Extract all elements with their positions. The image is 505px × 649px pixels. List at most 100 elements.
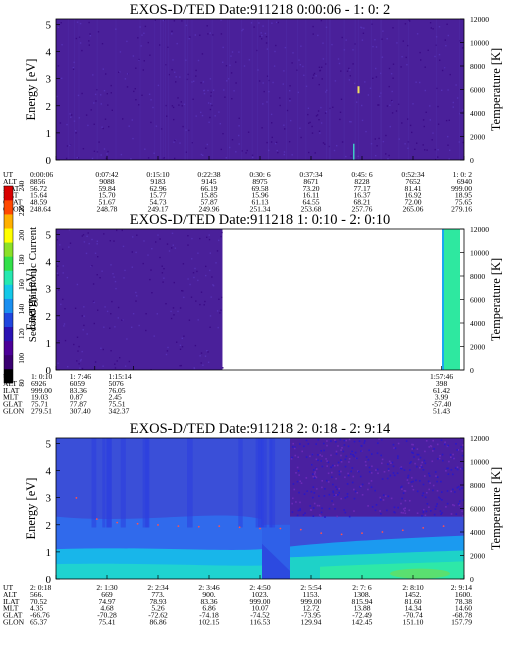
speckle — [348, 67, 350, 70]
y-tick-label-left: 3 — [46, 493, 52, 505]
colorbar-swatch — [4, 228, 13, 243]
table-cell: 83.36 — [200, 597, 217, 606]
speckle — [435, 44, 437, 46]
row-label: MLT — [3, 604, 19, 613]
speckle — [304, 512, 306, 514]
speckle — [410, 481, 413, 483]
speckle — [347, 474, 350, 477]
speckle — [58, 340, 60, 342]
speckle — [113, 276, 115, 278]
y-tick-label-left: 3 — [46, 74, 52, 86]
speckle — [136, 295, 138, 297]
speckle — [166, 115, 168, 117]
speckle — [241, 29, 243, 32]
speckle — [58, 289, 60, 291]
speckle — [375, 504, 378, 506]
y-tick-label-right: 6000 — [470, 296, 485, 305]
y-tick-label-left: 0 — [46, 574, 52, 586]
speckle — [180, 101, 182, 103]
speckle — [72, 68, 75, 70]
speckle — [93, 301, 95, 304]
speckle — [297, 509, 300, 512]
y-axis-label-right: Temperature [K] — [489, 48, 503, 131]
speckle — [138, 104, 140, 106]
speckle — [397, 103, 400, 105]
speckle — [70, 116, 72, 118]
table-cell: 4.35 — [30, 604, 43, 613]
table-cell: 14.60 — [455, 604, 472, 613]
speckle — [401, 497, 403, 500]
speckle — [444, 39, 446, 41]
speckle — [238, 125, 240, 127]
y-tick-label-right: 8000 — [470, 481, 485, 490]
speckle — [444, 67, 446, 69]
colorbar-swatch — [4, 340, 13, 356]
speckle — [454, 491, 456, 493]
speckle — [163, 157, 166, 159]
speckle — [76, 360, 78, 362]
table-cell: 251.34 — [250, 205, 271, 214]
table-cell: -74.52 — [250, 611, 270, 620]
striation — [380, 19, 382, 160]
speckle — [66, 276, 69, 279]
speckle — [147, 41, 149, 44]
colorbar-swatch — [4, 214, 13, 229]
speckle — [106, 153, 108, 155]
speckle — [212, 34, 214, 36]
speckle — [446, 467, 448, 470]
speckle — [350, 155, 352, 157]
speckle — [382, 30, 384, 32]
table-cell: 773. — [151, 590, 164, 599]
speckle — [424, 89, 426, 92]
speckle — [339, 438, 342, 441]
speckle — [151, 248, 153, 250]
speckle — [131, 251, 133, 253]
speckle — [325, 63, 327, 65]
speckle — [220, 309, 222, 311]
table-cell: 999.00 — [250, 597, 271, 606]
speckle — [176, 341, 178, 343]
speckle — [328, 493, 331, 496]
temperature-point — [157, 524, 159, 526]
speckle — [372, 45, 374, 48]
speckle — [312, 33, 314, 35]
table-cell: 1:15:14 — [109, 372, 132, 381]
speckle — [416, 465, 418, 468]
speckle — [334, 80, 337, 82]
speckle — [208, 234, 210, 236]
speckle — [414, 462, 416, 465]
speckle — [386, 38, 388, 40]
spectrogram-background — [56, 229, 223, 370]
speckle — [85, 114, 88, 116]
speckle — [312, 496, 314, 499]
speckle — [370, 480, 373, 482]
speckle — [126, 40, 128, 43]
row-label: ALT — [3, 590, 17, 599]
speckle — [339, 118, 341, 121]
speckle — [71, 114, 73, 116]
speckle — [132, 236, 134, 238]
speckle — [351, 450, 353, 453]
speckle — [352, 454, 354, 456]
speckle — [288, 141, 291, 143]
speckle — [120, 153, 123, 156]
speckle — [438, 26, 441, 28]
speckle — [206, 25, 208, 27]
speckle — [416, 142, 418, 144]
speckle — [179, 344, 182, 346]
speckle — [440, 480, 442, 483]
speckle — [200, 291, 203, 293]
speckle — [122, 245, 125, 248]
speckle — [374, 138, 376, 140]
speckle — [422, 119, 425, 121]
speckle — [235, 82, 237, 84]
table-cell: 75.71 — [31, 400, 48, 409]
speckle — [174, 247, 177, 249]
row-label: GLON — [3, 618, 25, 627]
table-cell: 157.79 — [451, 618, 472, 627]
speckle — [216, 250, 219, 252]
speckle — [302, 65, 304, 68]
speckle — [340, 449, 342, 451]
speckle — [367, 458, 370, 461]
speckle — [463, 110, 464, 112]
